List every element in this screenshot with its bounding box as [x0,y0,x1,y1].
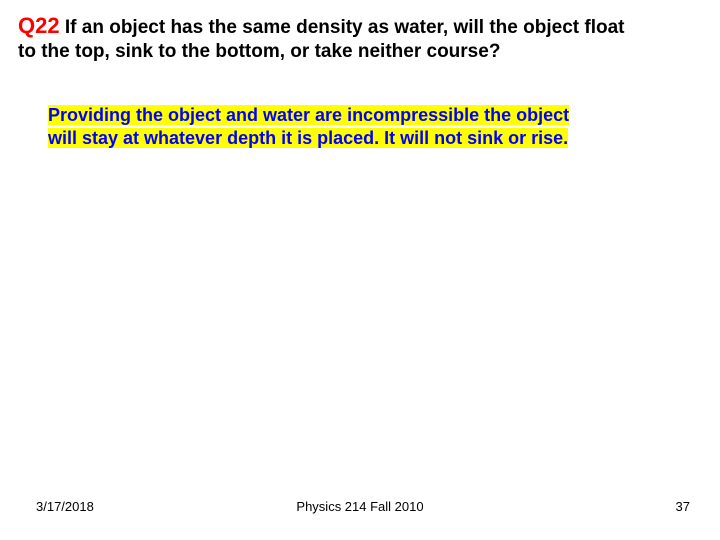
footer-page-number: 37 [676,499,690,514]
answer-block: Providing the object and water are incom… [48,104,642,151]
footer-date: 3/17/2018 [36,499,94,514]
footer: 3/17/2018 Physics 214 Fall 2010 37 [0,499,720,514]
slide: Q22 If an object has the same density as… [0,0,720,540]
question-label: Q22 [18,13,60,38]
question-block: Q22 If an object has the same density as… [18,12,702,64]
question-text-line1: If an object has the same density as wat… [60,17,625,38]
answer-line2: will stay at whatever depth it is placed… [48,128,568,148]
answer-line1: Providing the object and water are incom… [48,105,569,125]
question-text-line2: to the top, sink to the bottom, or take … [18,41,500,62]
footer-center: Physics 214 Fall 2010 [296,499,423,514]
